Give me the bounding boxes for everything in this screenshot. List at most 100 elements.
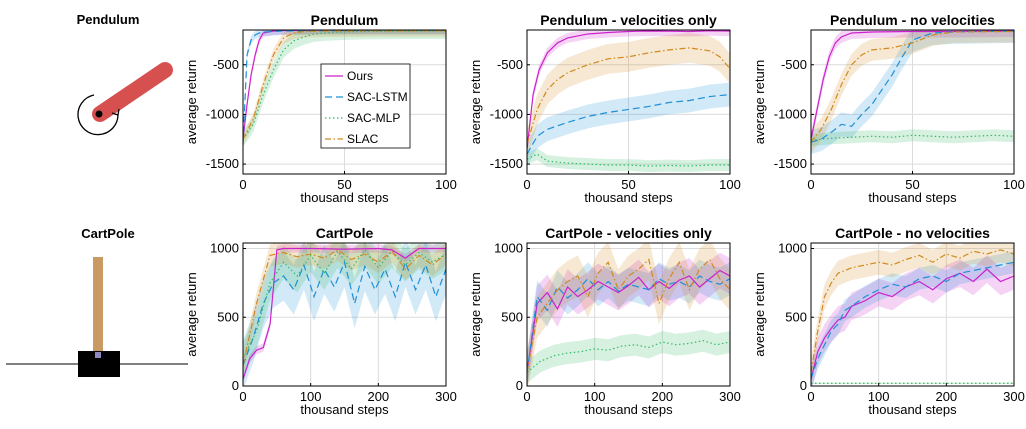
chart-panel: 0 50 100 -1500 -1000 -500 Pendulum - velocitie… — [468, 12, 741, 205]
chart-panel: 0 100 200 300 0 500 1000 CartPole - no velociti… — [752, 225, 1025, 417]
pendulum-illustration — [77, 62, 173, 136]
y-tick-label: -1000 — [206, 106, 239, 121]
y-tick-label: 500 — [217, 309, 239, 324]
x-axis-label: thousand steps — [868, 402, 957, 417]
series-band — [527, 82, 730, 167]
series-line — [527, 153, 730, 167]
cartpole-illustration — [6, 257, 188, 377]
axes-frame — [810, 242, 1015, 387]
y-tick-label: 500 — [785, 309, 807, 324]
x-tick-label: 100 — [584, 389, 606, 404]
legend: Ours SAC-LSTM SAC-MLP SLAC — [320, 63, 411, 149]
series-line — [527, 93, 730, 155]
series-line — [527, 47, 730, 145]
legend-label: Ours — [347, 69, 373, 83]
chart-title: Pendulum - velocities only — [540, 12, 717, 28]
x-tick-label: 50 — [337, 177, 351, 192]
chart-panel: 0 100 200 300 0 500 1000 CartPole thousand steps… — [184, 225, 457, 417]
x-tick-label: 0 — [807, 389, 814, 404]
pole — [93, 257, 103, 357]
y-tick-label: 1000 — [210, 241, 239, 256]
series-band — [811, 129, 1014, 147]
series-line — [811, 30, 1014, 140]
series-band — [527, 243, 730, 386]
y-tick-label: -500 — [781, 57, 807, 72]
series-line — [243, 247, 446, 380]
y-tick-label: 1000 — [494, 241, 523, 256]
x-axis-label: thousand steps — [300, 190, 389, 205]
series-line — [527, 269, 730, 373]
y-tick-label: -1500 — [774, 156, 807, 171]
series-line — [243, 30, 446, 140]
series-band — [527, 252, 730, 386]
x-tick-label: 0 — [239, 389, 246, 404]
series-band — [811, 255, 1014, 386]
series-line — [811, 249, 1014, 373]
x-tick-label: 100 — [719, 177, 741, 192]
y-axis-label: average return — [184, 60, 199, 145]
pole-joint — [95, 352, 101, 358]
x-axis-label: thousand steps — [868, 190, 957, 205]
x-tick-label: 300 — [719, 389, 741, 404]
series-line — [811, 30, 1014, 143]
y-tick-label: 0 — [800, 378, 807, 393]
x-tick-label: 200 — [651, 389, 673, 404]
series-line — [243, 30, 446, 140]
series-band — [243, 243, 446, 377]
y-tick-label: -500 — [497, 57, 523, 72]
series-band — [527, 329, 730, 384]
y-tick-label: 0 — [516, 378, 523, 393]
chart-title: CartPole - no velocities — [835, 225, 990, 241]
series-line — [243, 30, 446, 145]
x-axis-label: thousand steps — [584, 402, 673, 417]
x-tick-label: 100 — [1003, 177, 1025, 192]
env-label-pendulum: Pendulum — [77, 12, 140, 27]
x-tick-label: 300 — [435, 389, 457, 404]
pendulum-pivot — [95, 110, 103, 118]
series-line — [811, 268, 1014, 380]
legend-label: SAC-MLP — [347, 111, 400, 125]
x-tick-label: 200 — [367, 389, 389, 404]
y-tick-label: -1500 — [206, 156, 239, 171]
series-line — [527, 340, 730, 373]
series-band — [243, 243, 446, 386]
pendulum-rod — [92, 62, 173, 122]
x-tick-label: 100 — [868, 389, 890, 404]
y-axis-label: average return — [752, 272, 767, 357]
series-band — [811, 251, 1014, 386]
x-tick-label: 0 — [807, 177, 814, 192]
y-axis-label: average return — [184, 272, 199, 357]
series-band — [243, 243, 446, 375]
series-line — [811, 30, 1014, 143]
series-line — [527, 275, 730, 373]
x-tick-label: 0 — [523, 389, 530, 404]
legend-label: SAC-LSTM — [347, 90, 408, 104]
y-tick-label: -1000 — [774, 106, 807, 121]
series-band — [527, 259, 730, 386]
rotation-arrow-icon — [77, 94, 119, 136]
y-tick-label: -1500 — [490, 156, 523, 171]
y-tick-label: 1000 — [778, 241, 807, 256]
y-axis-label: average return — [468, 60, 483, 145]
y-axis-label: average return — [752, 60, 767, 145]
y-axis-label: average return — [468, 272, 483, 357]
chart-title: Pendulum - no velocities — [830, 12, 995, 28]
series-band — [527, 148, 730, 173]
axes-frame — [526, 242, 731, 387]
series-line — [243, 260, 446, 366]
series-line — [527, 30, 730, 150]
x-tick-label: 0 — [239, 177, 246, 192]
legend-label: SLAC — [347, 132, 379, 146]
series-line — [243, 249, 446, 366]
x-tick-label: 50 — [621, 177, 635, 192]
y-tick-label: -500 — [213, 57, 239, 72]
x-axis-label: thousand steps — [300, 402, 389, 417]
series-band — [811, 30, 1014, 155]
chart-title: Pendulum — [311, 12, 379, 28]
axes-frame — [242, 242, 447, 387]
chart-panel: 0 50 100 -1500 -1000 -500 Pendulum thousand ste… — [184, 12, 457, 205]
series-band — [811, 243, 1014, 385]
chart-panel: 0 100 200 300 0 500 1000 CartPole - velocities … — [468, 225, 741, 417]
y-tick-label: -1000 — [490, 106, 523, 121]
chart-title: CartPole - velocities only — [545, 225, 712, 241]
